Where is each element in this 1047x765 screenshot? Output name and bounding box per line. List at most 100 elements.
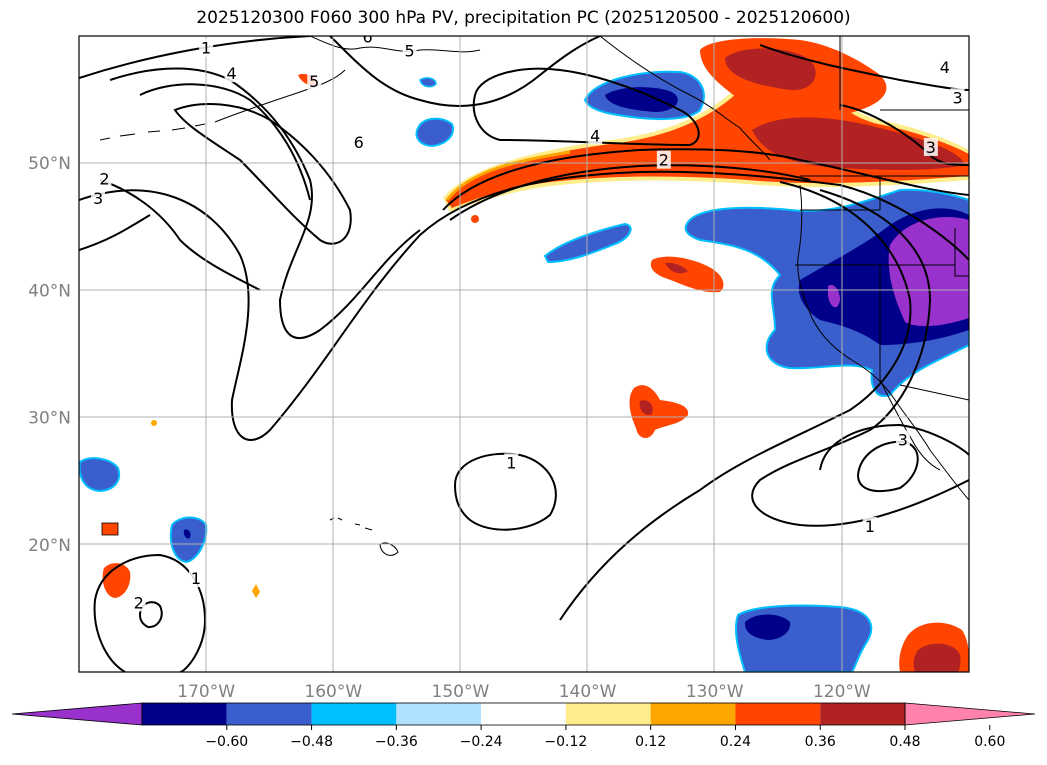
colorbar-outline [141, 702, 906, 726]
pv-contour-label: 4 [940, 58, 950, 77]
map-frame [78, 35, 970, 673]
contour-label-halo [360, 36, 375, 46]
colorbar-segment [650, 703, 736, 725]
pv-contour-label: 3 [952, 88, 962, 107]
pv-contour-ridge-2 [751, 189, 969, 527]
pv-contour-label: 1 [201, 39, 211, 58]
pv-contour-sw-2 [138, 601, 163, 629]
lat-tick-label: 40°N [28, 281, 71, 301]
pv-contours [79, 36, 969, 672]
lon-tick-label: 120°W [813, 682, 871, 702]
pv-contour-3b [99, 179, 261, 291]
contour-label-halo [199, 38, 214, 57]
us-west-coast [797, 184, 969, 501]
contour-label-halo [588, 126, 603, 145]
pv-contour-7 [329, 36, 601, 107]
positive-core-136w-30n [639, 400, 653, 416]
negative-cell-southeast [735, 604, 873, 672]
pv-contour-label: 2 [134, 593, 144, 612]
positive-core-north [725, 48, 816, 91]
positive-core-140w-42n [665, 262, 688, 274]
colorbar-tick-label: 0.12 [635, 734, 666, 750]
pv-contour-label: 3 [926, 138, 936, 157]
pv-contour-hawaii-1 [453, 452, 557, 531]
lon-tick-label: 150°W [432, 682, 490, 702]
colorbar-segment [396, 703, 482, 725]
pv-contour-label: 3 [93, 189, 103, 208]
bc-coast [599, 36, 771, 161]
mexico-border [899, 384, 969, 401]
positive-dot-149w-45n [471, 215, 479, 223]
colorbar-segment [481, 703, 566, 725]
lat-tick-label: 50°N [28, 154, 71, 174]
contour-label-halo [307, 71, 322, 90]
colorbar-tick-label: −0.24 [460, 734, 503, 750]
graticule [79, 36, 969, 672]
pv-contour-label: 4 [226, 64, 236, 83]
lon-tick-label: 170°W [177, 682, 235, 702]
state-border-3 [954, 228, 969, 277]
pv-contour-jet-1 [442, 148, 969, 211]
pv-contour-label: 6 [363, 27, 373, 46]
colorbar-segment [735, 703, 821, 725]
colorbar-segment [226, 703, 312, 725]
colorbar-segment [142, 703, 227, 725]
contour-label-halo [131, 593, 146, 612]
colorbar-tick-label: −0.36 [375, 734, 418, 750]
hawaii-islands [329, 517, 399, 556]
contour-label-halo [402, 41, 417, 60]
lon-tick-label: 140°W [559, 682, 617, 702]
pv-contour-8 [472, 67, 700, 147]
negative-cell-168w-21n [169, 516, 208, 564]
baja-california [879, 379, 941, 471]
latitude-labels: 50°N 40°N 30°N 20°N [28, 154, 71, 556]
negative-cell-150w-53n [415, 117, 454, 148]
colorbar-tick-label: 0.36 [805, 734, 836, 750]
positive-core-southeast [913, 643, 961, 672]
colorbar-tick-label: 0.60 [974, 734, 1005, 750]
lat-tick-label: 20°N [28, 536, 71, 556]
positive-dot-172w-29n [151, 420, 157, 426]
contour-label-halo [188, 569, 203, 588]
contour-label-halo [937, 57, 952, 76]
positive-band-edge [445, 150, 571, 201]
state-border-1 [800, 176, 881, 211]
contour-label-halo [923, 137, 938, 156]
negative-core-135w-55n [605, 87, 678, 112]
pv-contour-label: 5 [309, 72, 319, 91]
colorbar-segment [820, 703, 905, 725]
pv-contour-label: 5 [404, 41, 414, 60]
pv-contour-label: 1 [506, 453, 516, 472]
contour-label-halo [351, 132, 366, 151]
pv-contour-north-east [759, 44, 969, 91]
pv-contour-3 [79, 214, 151, 251]
pv-contour-label: 1 [191, 569, 201, 588]
pv-contour-label: 6 [354, 133, 364, 152]
pv-contour-label: 2 [99, 170, 109, 189]
pv-contour-label: 1 [865, 517, 875, 536]
colorbar-tick-label: 0.24 [720, 734, 751, 750]
negative-core-168w-21n [183, 529, 191, 539]
colorbar-extend-high [904, 702, 1036, 726]
pv-contour-6 [173, 103, 352, 245]
negative-cell-144w-43n [543, 222, 632, 264]
positive-cell-166w-16n [252, 584, 260, 598]
pv-contour-jet-2 [449, 164, 811, 221]
positive-cell-136w-30n [629, 385, 689, 439]
colorbar-segment [565, 703, 651, 725]
negative-core-southeast [744, 614, 791, 640]
canada-interior [839, 36, 969, 111]
pv-contour-label: 4 [590, 126, 600, 145]
contour-label-halo [91, 188, 106, 207]
contour-label-halo [950, 88, 965, 107]
pv-contour-label: 3 [898, 430, 908, 449]
colorbar-extend-low [11, 702, 143, 726]
negative-cell-178w-26n [79, 457, 120, 493]
negative-cell-152w-57n [419, 77, 437, 88]
colorbar-tick-label: −0.48 [290, 734, 333, 750]
alaska-coast [309, 36, 481, 53]
lon-tick-label: 130°W [686, 682, 744, 702]
contour-label-halo [97, 169, 112, 188]
lat-tick-label: 30°N [28, 409, 71, 429]
